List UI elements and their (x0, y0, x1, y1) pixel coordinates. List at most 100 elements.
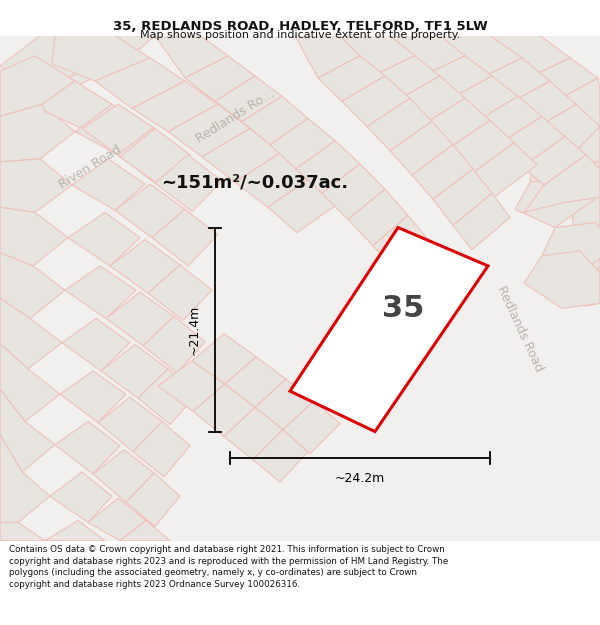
Polygon shape (318, 56, 385, 101)
Polygon shape (235, 152, 312, 208)
Polygon shape (118, 129, 188, 183)
Polygon shape (82, 104, 155, 157)
Polygon shape (530, 152, 600, 200)
Polygon shape (420, 98, 490, 151)
Polygon shape (504, 81, 576, 131)
Polygon shape (98, 398, 162, 452)
Polygon shape (148, 265, 212, 321)
Polygon shape (295, 36, 360, 78)
Text: Contains OS data © Crown copyright and database right 2021. This information is : Contains OS data © Crown copyright and d… (9, 545, 448, 589)
Polygon shape (550, 78, 600, 129)
Polygon shape (225, 357, 286, 408)
Polygon shape (185, 56, 255, 101)
Polygon shape (395, 239, 447, 296)
Polygon shape (115, 184, 185, 238)
Polygon shape (72, 159, 145, 211)
Polygon shape (62, 318, 130, 371)
Polygon shape (322, 164, 385, 219)
Polygon shape (283, 401, 340, 454)
Polygon shape (50, 472, 112, 522)
Polygon shape (390, 36, 465, 78)
Polygon shape (522, 137, 586, 185)
Polygon shape (453, 193, 510, 250)
Polygon shape (143, 316, 205, 373)
Text: Redlands Ro…: Redlands Ro… (193, 87, 277, 146)
Polygon shape (133, 421, 190, 477)
Polygon shape (253, 429, 308, 482)
Polygon shape (106, 292, 174, 346)
Polygon shape (532, 104, 600, 157)
Polygon shape (395, 76, 465, 126)
Polygon shape (0, 434, 50, 522)
Polygon shape (524, 251, 600, 308)
Polygon shape (30, 36, 155, 96)
Polygon shape (120, 521, 170, 541)
Polygon shape (542, 222, 600, 273)
Polygon shape (524, 155, 600, 212)
Polygon shape (93, 450, 154, 503)
Polygon shape (0, 208, 68, 266)
Polygon shape (445, 121, 514, 175)
Polygon shape (560, 126, 600, 165)
Polygon shape (390, 121, 453, 175)
Polygon shape (0, 36, 115, 96)
Polygon shape (193, 384, 255, 437)
Polygon shape (55, 421, 120, 474)
Text: ~151m²/~0.037ac.: ~151m²/~0.037ac. (161, 173, 349, 191)
Polygon shape (242, 96, 308, 145)
Polygon shape (215, 76, 282, 121)
Polygon shape (202, 129, 282, 182)
Polygon shape (0, 522, 45, 541)
Polygon shape (470, 142, 537, 198)
Text: ~21.4m: ~21.4m (188, 304, 201, 354)
Text: 35: 35 (382, 294, 424, 323)
Polygon shape (132, 81, 218, 132)
Polygon shape (68, 213, 140, 266)
Polygon shape (473, 96, 542, 145)
Polygon shape (475, 58, 550, 106)
Polygon shape (75, 104, 148, 155)
Polygon shape (575, 232, 600, 271)
Polygon shape (138, 369, 198, 424)
Polygon shape (348, 189, 408, 246)
Polygon shape (0, 253, 65, 318)
Polygon shape (296, 141, 360, 193)
Polygon shape (446, 76, 518, 124)
Polygon shape (0, 344, 60, 421)
Polygon shape (0, 104, 75, 162)
Polygon shape (373, 216, 428, 271)
Polygon shape (152, 209, 218, 266)
Polygon shape (570, 198, 600, 236)
Polygon shape (168, 104, 250, 157)
Polygon shape (126, 473, 180, 526)
Polygon shape (155, 36, 228, 78)
Polygon shape (45, 521, 105, 541)
Polygon shape (342, 76, 410, 126)
Polygon shape (440, 36, 522, 81)
Polygon shape (110, 239, 180, 293)
Polygon shape (224, 408, 283, 460)
Polygon shape (192, 334, 256, 384)
Polygon shape (52, 36, 150, 81)
Polygon shape (0, 389, 55, 472)
Polygon shape (42, 81, 112, 129)
Polygon shape (340, 36, 415, 78)
Text: Map shows position and indicative extent of the property.: Map shows position and indicative extent… (140, 30, 460, 40)
Polygon shape (433, 169, 492, 226)
Text: Riven Road: Riven Road (56, 142, 124, 191)
Polygon shape (101, 344, 168, 398)
Polygon shape (522, 58, 598, 104)
Polygon shape (0, 298, 62, 369)
Text: ~24.2m: ~24.2m (335, 472, 385, 485)
Polygon shape (515, 177, 595, 227)
Polygon shape (290, 228, 488, 431)
Polygon shape (490, 36, 570, 81)
Polygon shape (368, 56, 440, 101)
Polygon shape (95, 58, 185, 108)
Polygon shape (60, 371, 126, 423)
Polygon shape (367, 98, 432, 151)
Polygon shape (270, 119, 335, 169)
Text: Redlands Road: Redlands Road (494, 284, 545, 374)
Polygon shape (158, 361, 225, 411)
Polygon shape (88, 498, 146, 541)
